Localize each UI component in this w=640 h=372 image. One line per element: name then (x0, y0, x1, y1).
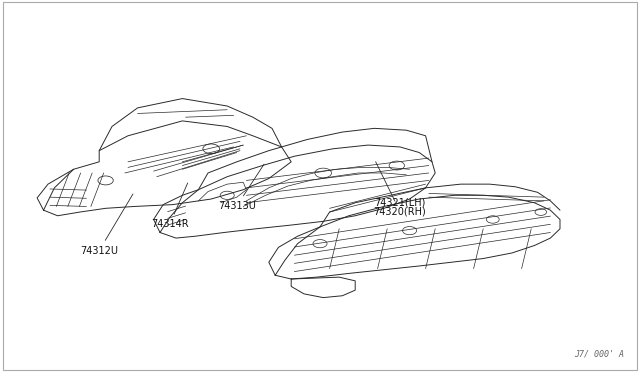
Text: 74313U: 74313U (218, 164, 264, 211)
Text: 74320(RH): 74320(RH) (374, 162, 426, 217)
Text: 74321(LH): 74321(LH) (374, 197, 426, 207)
Text: J7/ 000' A: J7/ 000' A (574, 350, 624, 359)
Text: 74312U: 74312U (80, 194, 133, 256)
Text: 74314R: 74314R (151, 183, 188, 230)
